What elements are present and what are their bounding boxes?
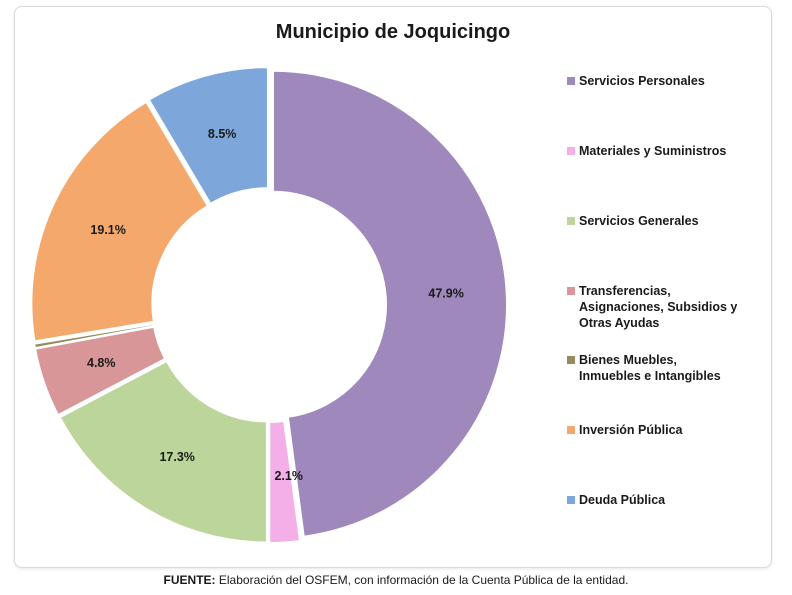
legend-swatch <box>567 147 575 155</box>
legend-label: Inversión Pública <box>579 423 683 437</box>
chart-title: Municipio de Joquicingo <box>275 21 511 43</box>
legend-item: Servicios Generales <box>567 213 699 229</box>
slice-data-label: 4.8% <box>87 356 116 370</box>
legend-label: Transferencias, Asignaciones, Subsidios … <box>579 284 738 330</box>
legend-item: Transferencias, Asignaciones, Subsidios … <box>567 283 737 331</box>
slice-data-label: 47.9% <box>428 286 463 300</box>
donut-slice <box>58 359 268 544</box>
legend-swatch <box>567 496 575 504</box>
legend-label: Servicios Generales <box>579 214 699 228</box>
donut-slice <box>268 419 302 544</box>
source-note: FUENTE: Elaboración del OSFEM, con infor… <box>0 573 792 587</box>
legend-label: Bienes Muebles, Inmuebles e Intangibles <box>579 353 721 383</box>
slice-data-label: 19.1% <box>90 223 125 237</box>
donut-slice <box>33 322 156 350</box>
donut-slice <box>30 100 210 343</box>
donut-slice <box>271 69 508 538</box>
legend-swatch <box>567 287 575 295</box>
legend-swatch <box>567 426 575 434</box>
legend-label: Servicios Personales <box>579 74 705 88</box>
legend-item: Servicios Personales <box>567 73 705 89</box>
chart-legend: Servicios Personales Materiales y Suminis… <box>567 7 767 567</box>
source-label: FUENTE: <box>163 573 216 587</box>
legend-label: Deuda Pública <box>579 493 666 507</box>
legend-item: Deuda Pública <box>567 492 665 508</box>
donut-slice <box>147 66 269 206</box>
chart-frame: Municipio de Joquicingo 47.9% 2.1% 17.3% 4.… <box>14 6 772 568</box>
slice-data-label: 8.5% <box>208 127 237 141</box>
slice-data-label: 2.1% <box>274 469 303 483</box>
legend-swatch <box>567 217 575 225</box>
source-text: Elaboración del OSFEM, con información d… <box>215 573 629 587</box>
legend-swatch <box>567 356 575 364</box>
legend-label: Materiales y Suministros <box>579 144 727 158</box>
legend-item: Inversión Pública <box>567 422 683 438</box>
legend-swatch <box>567 77 575 85</box>
donut-chart: 47.9%2.1%17.3%4.8%0.3%19.1%8.5% <box>30 66 508 544</box>
legend-item: Materiales y Suministros <box>567 143 726 159</box>
slice-data-label: 17.3% <box>159 450 194 464</box>
legend-item: Bienes Muebles, Inmuebles e Intangibles <box>567 352 721 384</box>
